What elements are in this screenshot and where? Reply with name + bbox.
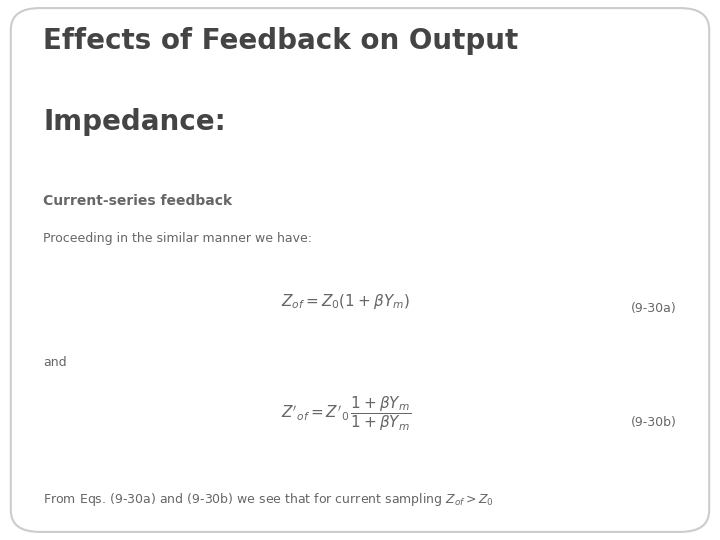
Text: From Eqs. (9-30a) and (9-30b) we see that for current sampling $Z_{of} > Z_0$: From Eqs. (9-30a) and (9-30b) we see tha… (43, 491, 494, 508)
Text: Effects of Feedback on Output: Effects of Feedback on Output (43, 27, 518, 55)
Text: and: and (43, 356, 67, 369)
Text: (9-30b): (9-30b) (631, 416, 677, 429)
Text: Proceeding in the similar manner we have:: Proceeding in the similar manner we have… (43, 232, 312, 245)
Text: Current-series feedback: Current-series feedback (43, 194, 233, 208)
FancyBboxPatch shape (11, 8, 709, 532)
Text: (9-30a): (9-30a) (631, 302, 677, 315)
Text: Impedance:: Impedance: (43, 108, 226, 136)
Text: $Z'_{of} = Z'_0\,\dfrac{1 + \beta Y_m}{1 + \beta Y_m}$: $Z'_{of} = Z'_0\,\dfrac{1 + \beta Y_m}{1… (281, 394, 410, 433)
Text: $Z_{of} = Z_0(1 + \beta Y_m)$: $Z_{of} = Z_0(1 + \beta Y_m)$ (282, 292, 410, 310)
